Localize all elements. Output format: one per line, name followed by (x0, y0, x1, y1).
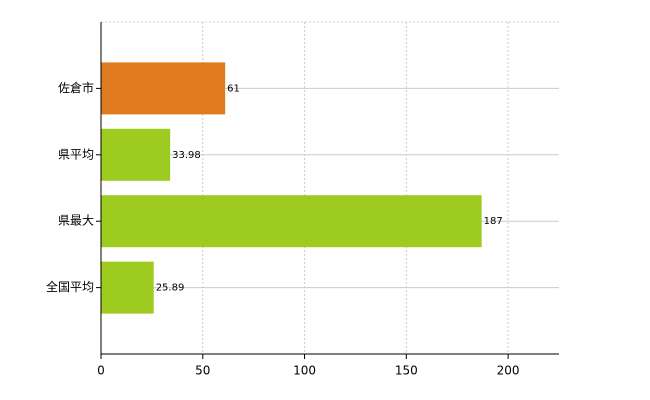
y-tick-label: 全国平均 (46, 279, 94, 294)
x-tick-label: 0 (97, 364, 105, 378)
x-tick-label: 100 (293, 364, 316, 378)
bar (101, 195, 482, 248)
bar (101, 261, 154, 314)
value-label: 25.89 (156, 283, 185, 294)
bar (101, 128, 171, 181)
x-tick-label: 50 (195, 364, 210, 378)
x-tick-label: 150 (395, 364, 418, 378)
y-tick-label: 県平均 (58, 147, 94, 161)
x-tick-label: 200 (497, 364, 520, 378)
value-label: 61 (227, 83, 240, 94)
value-label: 33.98 (172, 150, 201, 161)
bar (101, 62, 226, 115)
value-label: 187 (484, 216, 503, 227)
y-tick-label: 県最大 (58, 214, 94, 228)
y-tick-label: 佐倉市 (58, 80, 94, 95)
